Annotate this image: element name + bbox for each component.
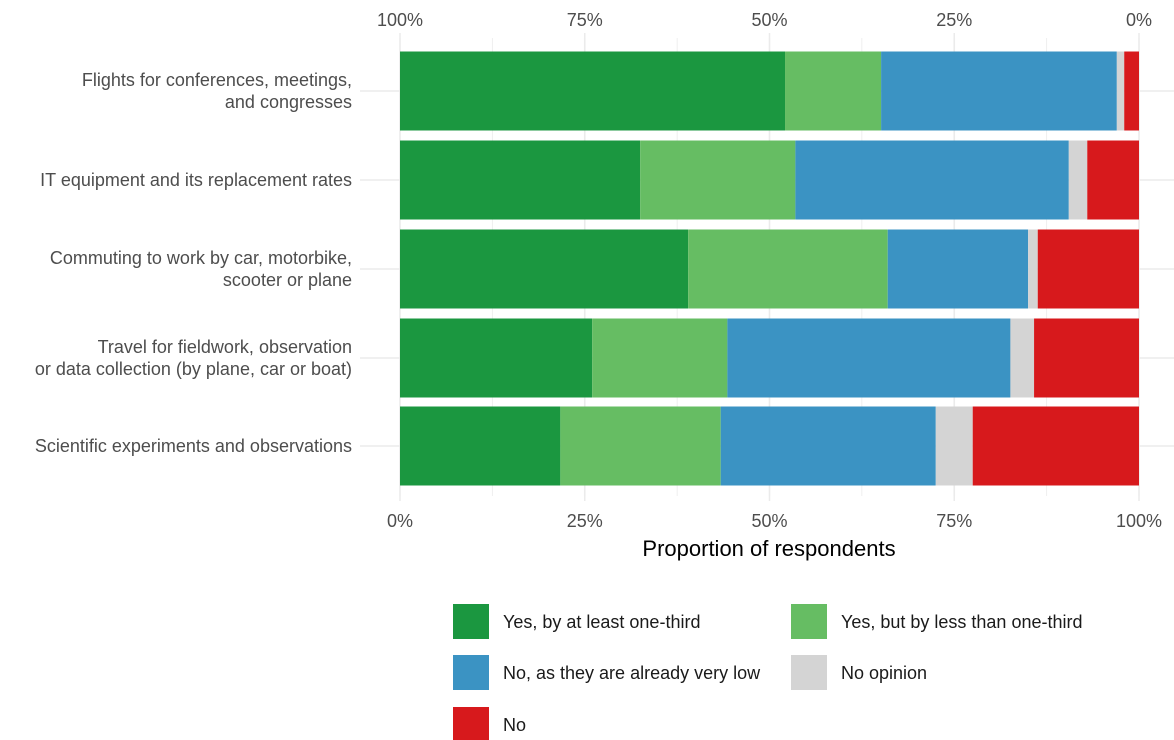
x-tick-label: 100%	[1116, 511, 1162, 531]
bar-segment	[972, 406, 1139, 486]
legend: Yes, by at least one-third Yes, but by le…	[453, 604, 1083, 740]
bar-segment	[785, 51, 882, 131]
bar-segment	[1034, 318, 1139, 398]
x-tick-label: 75%	[936, 511, 972, 531]
top-tick-label: 100%	[377, 10, 423, 30]
category-label: and congresses	[225, 92, 352, 112]
top-tick-label: 25%	[936, 10, 972, 30]
category-label: scooter or plane	[223, 270, 352, 290]
legend-label: No opinion	[841, 663, 927, 683]
category-label: IT equipment and its replacement rates	[40, 170, 352, 190]
bar-segment	[1116, 51, 1125, 131]
top-tick-label: 50%	[751, 10, 787, 30]
bar-segment	[881, 51, 1117, 131]
legend-label: Yes, but by less than one-third	[841, 612, 1083, 632]
bar-segment	[935, 406, 973, 486]
bar-segment	[400, 318, 593, 398]
bar-segment	[400, 51, 786, 131]
legend-swatch	[453, 707, 489, 740]
category-label: or data collection (by plane, car or boa…	[35, 359, 352, 379]
legend-label: No, as they are already very low	[503, 663, 761, 683]
bar-segment	[1010, 318, 1035, 398]
bar-segment	[1124, 51, 1139, 131]
x-tick-label: 25%	[567, 511, 603, 531]
x-tick-label: 0%	[387, 511, 413, 531]
category-label: Commuting to work by car, motorbike,	[50, 248, 352, 268]
category-labels: Flights for conferences, meetings,and co…	[35, 70, 364, 456]
bars-layer	[400, 51, 1139, 486]
legend-swatch	[791, 604, 827, 639]
top-tick-label: 75%	[567, 10, 603, 30]
bar-segment	[720, 406, 936, 486]
top-tick-label: 0%	[1126, 10, 1152, 30]
category-label: Scientific experiments and observations	[35, 436, 352, 456]
bar-segment	[400, 140, 641, 220]
bar-segment	[592, 318, 728, 398]
category-label: Travel for fieldwork, observation	[98, 337, 352, 357]
bar-segment	[400, 406, 561, 486]
category-label: Flights for conferences, meetings,	[82, 70, 352, 90]
bar-segment	[887, 229, 1029, 309]
bar-segment	[1037, 229, 1139, 309]
legend-swatch	[453, 604, 489, 639]
bar-segment	[640, 140, 796, 220]
bar-segment	[688, 229, 888, 309]
legend-label: No	[503, 715, 526, 735]
bar-segment	[795, 140, 1069, 220]
bar-segment	[1087, 140, 1139, 220]
x-axis-top: 100% 75% 50% 25% 0%	[377, 10, 1152, 38]
bar-segment	[727, 318, 1011, 398]
legend-label: Yes, by at least one-third	[503, 612, 700, 632]
bar-segment	[560, 406, 721, 486]
legend-swatch	[791, 655, 827, 690]
x-tick-label: 50%	[751, 511, 787, 531]
bar-segment	[400, 229, 689, 309]
x-axis-bottom: 0% 25% 50% 75% 100%	[387, 496, 1162, 531]
bar-segment	[1028, 229, 1038, 309]
bar-segment	[1068, 140, 1088, 220]
legend-swatch	[453, 655, 489, 690]
x-axis-title: Proportion of respondents	[642, 536, 895, 561]
